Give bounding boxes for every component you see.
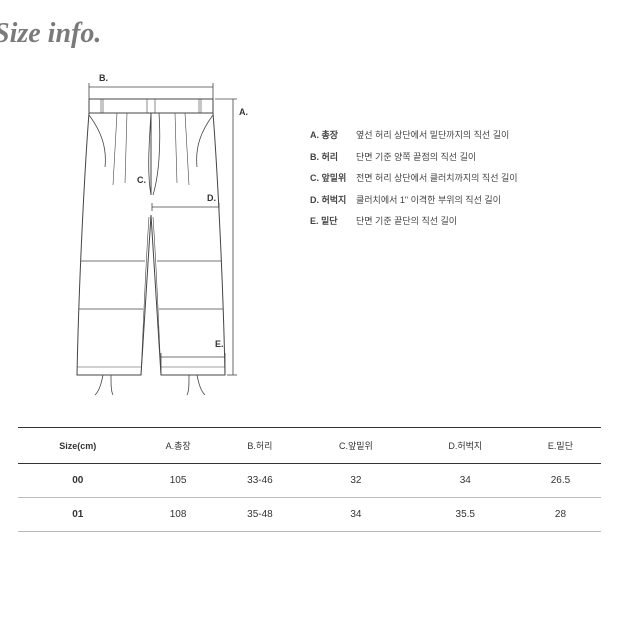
legend-desc: 단면 기준 양쪽 끝점의 직선 길이 — [356, 147, 476, 169]
cell: 01 — [18, 498, 138, 532]
cell: 33-46 — [219, 464, 302, 498]
dim-label-e: E. — [215, 339, 224, 349]
legend-row: C. 앞밑위 전면 허리 상단에서 클러치까지의 직선 길이 — [310, 168, 518, 190]
legend-label: B. 허리 — [310, 147, 356, 169]
size-table: Size(cm) A.총장 B.허리 C.앞밑위 D.허벅지 E.밑단 00 1… — [18, 427, 601, 532]
dim-label-b: B. — [99, 73, 108, 83]
table-row: 01 108 35-48 34 35.5 28 — [18, 498, 601, 532]
pants-diagram: B. A. C. D. E. — [55, 75, 255, 405]
page-title: Size info. — [0, 0, 613, 50]
cell: 35-48 — [219, 498, 302, 532]
cell: 34 — [301, 498, 410, 532]
legend-label: A. 총장 — [310, 125, 356, 147]
legend-desc: 옆선 허리 상단에서 밑단까지의 직선 길이 — [356, 125, 509, 147]
dim-label-d: D. — [207, 193, 216, 203]
col-header: A.총장 — [138, 428, 219, 464]
table-header-row: Size(cm) A.총장 B.허리 C.앞밑위 D.허벅지 E.밑단 — [18, 428, 601, 464]
legend-desc: 클러치에서 1" 이격한 부위의 직선 길이 — [356, 190, 501, 212]
legend-row: A. 총장 옆선 허리 상단에서 밑단까지의 직선 길이 — [310, 125, 518, 147]
legend: A. 총장 옆선 허리 상단에서 밑단까지의 직선 길이 B. 허리 단면 기준… — [310, 75, 518, 233]
cell: 108 — [138, 498, 219, 532]
cell: 32 — [301, 464, 410, 498]
col-header: C.앞밑위 — [301, 428, 410, 464]
cell: 105 — [138, 464, 219, 498]
dim-label-c: C. — [137, 175, 146, 185]
cell: 34 — [411, 464, 520, 498]
col-header: Size(cm) — [18, 428, 138, 464]
legend-label: E. 밑단 — [310, 211, 356, 233]
legend-label: C. 앞밑위 — [310, 168, 356, 190]
cell: 00 — [18, 464, 138, 498]
cell: 35.5 — [411, 498, 520, 532]
legend-desc: 전면 허리 상단에서 클러치까지의 직선 길이 — [356, 168, 518, 190]
col-header: B.허리 — [219, 428, 302, 464]
cell: 28 — [520, 498, 601, 532]
col-header: D.허벅지 — [411, 428, 520, 464]
legend-desc: 단면 기준 끝단의 직선 길이 — [356, 211, 457, 233]
legend-row: B. 허리 단면 기준 양쪽 끝점의 직선 길이 — [310, 147, 518, 169]
table-row: 00 105 33-46 32 34 26.5 — [18, 464, 601, 498]
col-header: E.밑단 — [520, 428, 601, 464]
legend-row: E. 밑단 단면 기준 끝단의 직선 길이 — [310, 211, 518, 233]
cell: 26.5 — [520, 464, 601, 498]
dim-label-a: A. — [239, 107, 248, 117]
content-row: B. A. C. D. E. A. 총장 옆선 허리 상단에서 밑단까지의 직선… — [0, 50, 619, 405]
legend-row: D. 허벅지 클러치에서 1" 이격한 부위의 직선 길이 — [310, 190, 518, 212]
size-table-wrap: Size(cm) A.총장 B.허리 C.앞밑위 D.허벅지 E.밑단 00 1… — [0, 405, 619, 532]
legend-label: D. 허벅지 — [310, 190, 356, 212]
